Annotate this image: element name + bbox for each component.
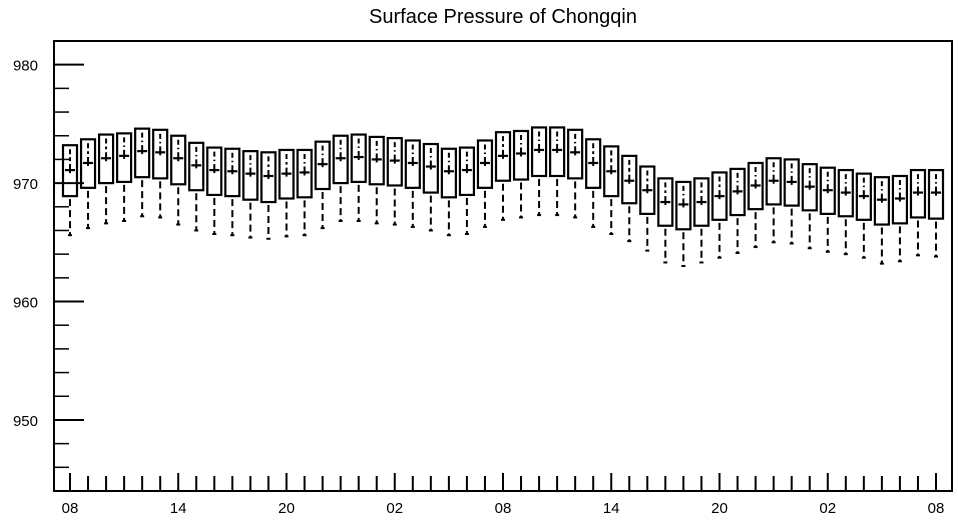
box	[422, 142, 439, 232]
box	[675, 180, 692, 267]
box	[350, 133, 367, 222]
box	[891, 174, 909, 263]
box	[927, 168, 945, 258]
box	[585, 138, 602, 228]
box	[242, 150, 259, 239]
box	[404, 139, 421, 228]
y-tick-label: 970	[13, 176, 38, 193]
x-tick-label: 02	[819, 500, 836, 517]
box	[512, 129, 530, 219]
x-tick-label: 14	[603, 500, 620, 517]
box	[621, 154, 638, 243]
box	[97, 133, 115, 225]
axes: 950 960 970 980 08 14 20 02 08 14 20 02 08	[13, 40, 945, 517]
box	[567, 128, 584, 219]
box	[314, 140, 331, 230]
box	[855, 172, 872, 259]
box	[549, 126, 566, 217]
x-tick-label: 20	[278, 500, 295, 517]
x-tick-label: 08	[62, 500, 79, 517]
box	[152, 128, 169, 219]
y-tick-label: 960	[13, 295, 38, 312]
box	[747, 161, 764, 249]
x-tick-label: 20	[711, 500, 728, 517]
box	[278, 148, 295, 238]
x-tick-label: 02	[386, 500, 403, 517]
box	[386, 137, 403, 226]
box	[116, 132, 133, 222]
box	[170, 134, 187, 226]
plot-area-frame	[53, 40, 953, 492]
box	[494, 131, 512, 221]
box	[296, 148, 313, 237]
x-tick-label: 08	[928, 500, 945, 517]
box	[603, 145, 620, 236]
box	[458, 146, 476, 236]
box	[368, 135, 385, 225]
box	[873, 176, 890, 265]
box	[729, 167, 746, 254]
chart-title: Surface Pressure of Chongqin	[369, 6, 637, 28]
box	[134, 127, 151, 218]
box	[909, 168, 927, 257]
box	[819, 166, 836, 253]
box	[79, 138, 97, 230]
box	[783, 158, 800, 245]
box	[206, 146, 223, 236]
box	[332, 134, 349, 222]
box	[657, 177, 674, 264]
box	[224, 147, 241, 237]
box	[711, 171, 728, 259]
box	[693, 177, 710, 264]
box	[188, 141, 205, 232]
box	[837, 168, 854, 256]
x-tick-label: 08	[495, 500, 512, 517]
box	[440, 147, 457, 237]
box	[476, 139, 494, 228]
box-group	[61, 126, 945, 267]
box	[765, 157, 782, 244]
x-tick-label: 14	[170, 500, 187, 517]
box	[639, 165, 656, 252]
box	[260, 151, 277, 240]
y-tick-label: 980	[13, 58, 38, 75]
y-tick-label: 950	[13, 413, 38, 430]
box	[530, 126, 548, 217]
box	[801, 163, 818, 250]
